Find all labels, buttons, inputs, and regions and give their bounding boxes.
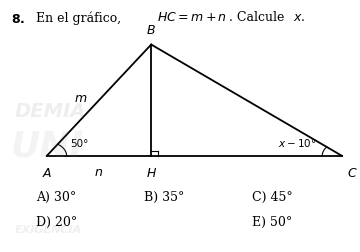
- Text: DEMIA: DEMIA: [14, 101, 86, 120]
- Text: $x$: $x$: [293, 11, 303, 24]
- Text: D) 20°: D) 20°: [36, 215, 77, 228]
- Text: En el gráfico,: En el gráfico,: [36, 11, 125, 25]
- Text: $n$: $n$: [94, 165, 104, 178]
- Text: $x-10°$: $x-10°$: [278, 137, 317, 149]
- Text: $H$: $H$: [146, 166, 157, 179]
- Text: $\mathbf{8.}$: $\mathbf{8.}$: [11, 13, 25, 25]
- Text: $A$: $A$: [42, 166, 52, 179]
- Text: B) 35°: B) 35°: [144, 190, 184, 203]
- Text: A) 30°: A) 30°: [36, 190, 76, 203]
- Text: . Calcule: . Calcule: [229, 11, 288, 24]
- Text: 50°: 50°: [70, 139, 89, 149]
- Text: $C$: $C$: [347, 166, 358, 179]
- Text: C) 45°: C) 45°: [252, 190, 293, 203]
- Text: EXIGENCIA: EXIGENCIA: [14, 224, 82, 234]
- Text: $m$: $m$: [74, 92, 88, 105]
- Text: .: .: [301, 11, 305, 24]
- Text: UNI: UNI: [11, 129, 84, 163]
- Text: $HC=m+n$: $HC=m+n$: [157, 11, 227, 24]
- Text: $B$: $B$: [146, 24, 156, 37]
- Text: E) 50°: E) 50°: [252, 215, 292, 228]
